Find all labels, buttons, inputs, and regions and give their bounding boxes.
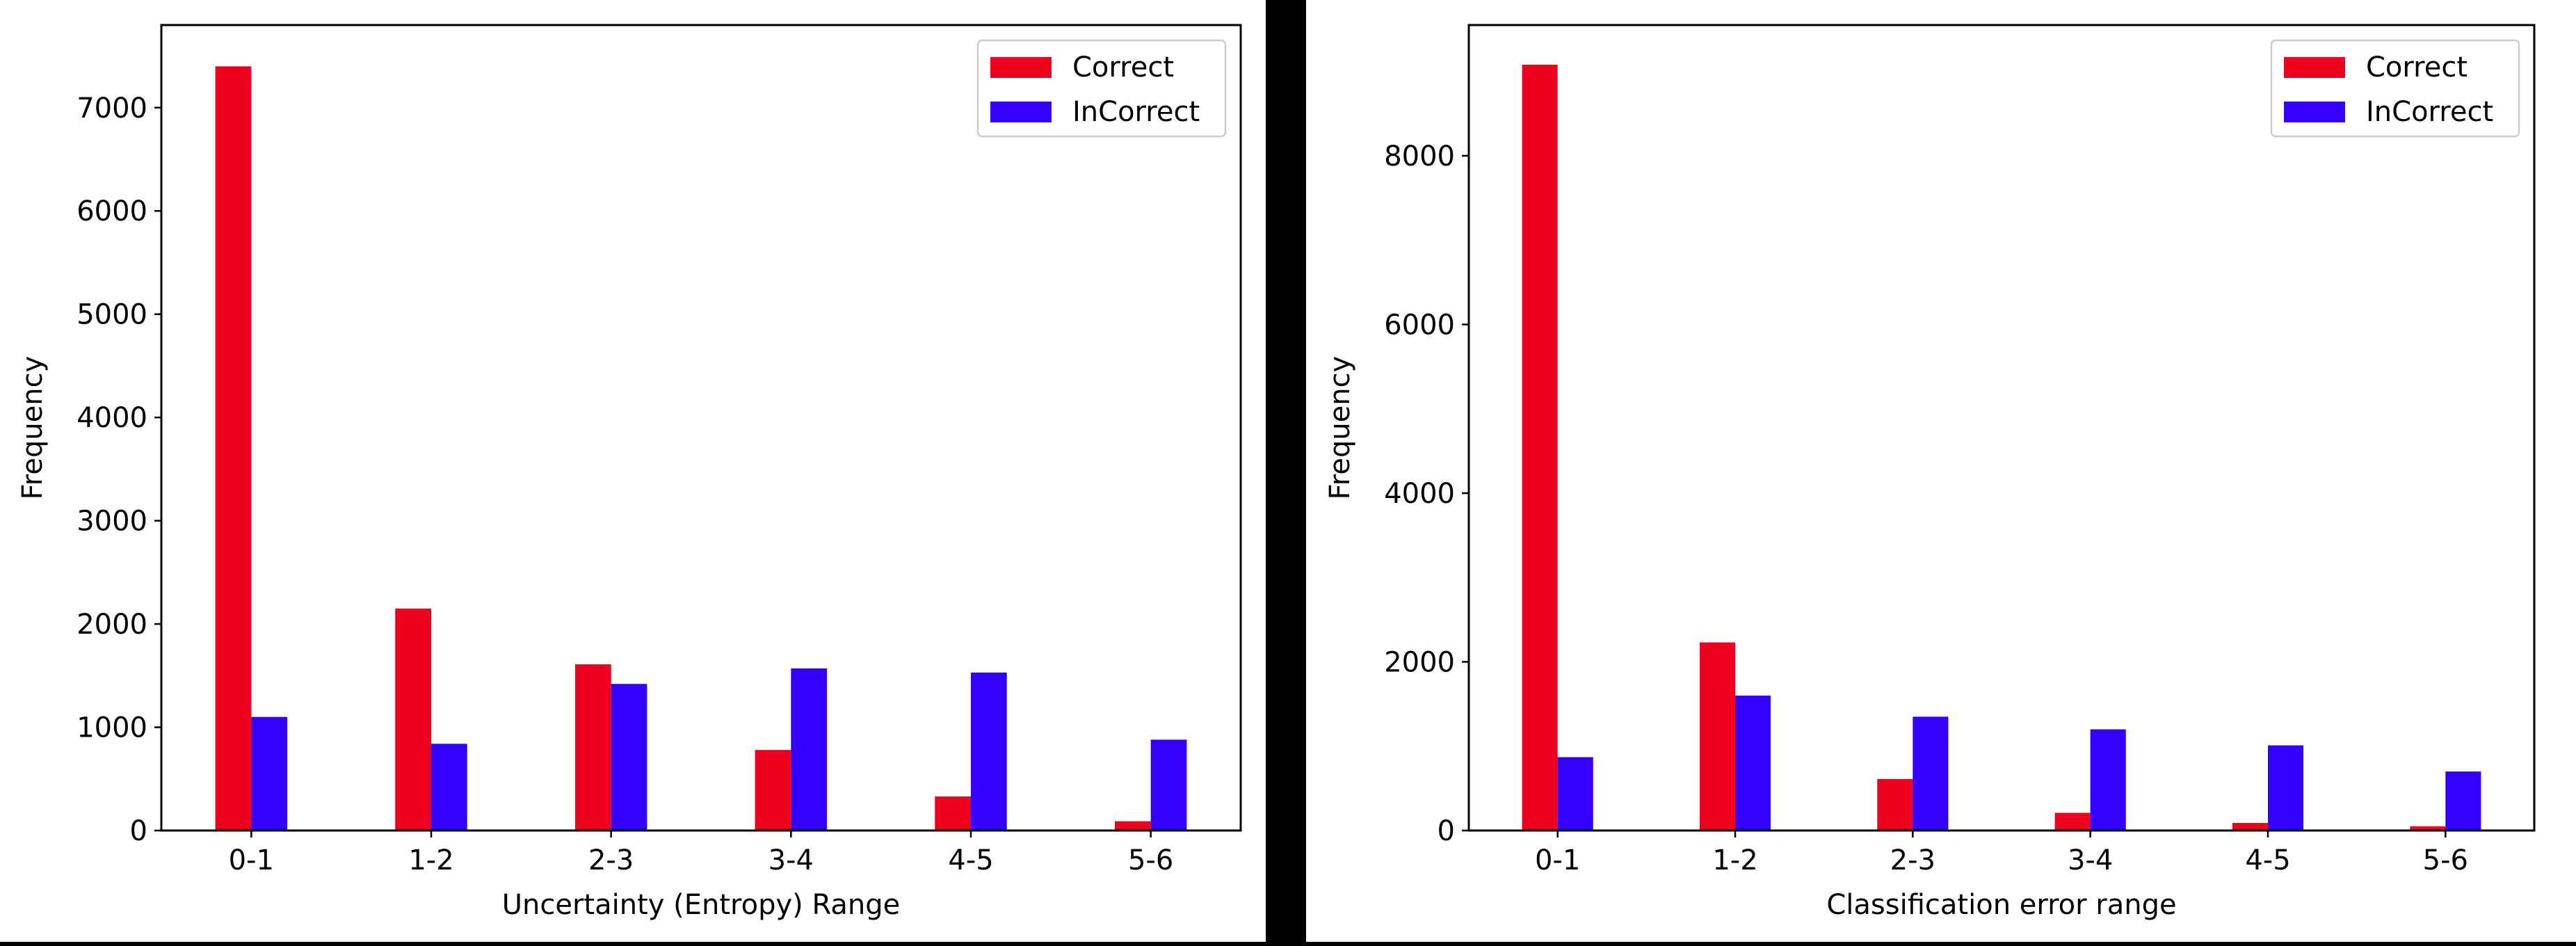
- legend: Correct InCorrect: [976, 39, 1227, 138]
- x-tick-label-2-3: 2-3: [588, 844, 634, 876]
- x-tick-label-3-4: 3-4: [2068, 844, 2113, 876]
- y-tick-label-0: 0: [130, 815, 147, 847]
- bar-correct-2-3: [1877, 779, 1913, 831]
- bar-incorrect-2-3: [1913, 716, 1949, 831]
- bar-incorrect-0-1: [1557, 757, 1593, 831]
- bar-correct-1-2: [395, 608, 431, 831]
- bar-correct-4-5: [935, 796, 971, 831]
- y-tick-label-2000: 2000: [77, 609, 147, 641]
- plot-frame: [1467, 24, 2536, 832]
- bar-correct-3-4: [755, 750, 791, 831]
- bar-correct-0-1: [215, 66, 252, 831]
- bar-incorrect-4-5: [971, 672, 1007, 831]
- legend-swatch-incorrect: [990, 102, 1052, 122]
- bar-correct-5-6: [2410, 826, 2446, 831]
- y-tick-label-0: 0: [1438, 815, 1455, 847]
- y-tick-label-6000: 6000: [1384, 309, 1455, 341]
- plot-frame: [160, 24, 1242, 832]
- x-axis-label: Classification error range: [1826, 889, 2176, 921]
- x-tick-label-3-4: 3-4: [768, 844, 814, 876]
- bar-incorrect-0-1: [251, 716, 288, 831]
- y-axis-label: Frequency: [1324, 356, 1356, 500]
- y-tick-label-3000: 3000: [77, 506, 147, 538]
- bar-incorrect-5-6: [1150, 739, 1187, 831]
- bar-incorrect-4-5: [2268, 745, 2304, 831]
- x-tick-label-1-2: 1-2: [408, 844, 453, 876]
- x-tick-label-5-6: 5-6: [1128, 844, 1173, 876]
- bar-incorrect-5-6: [2445, 771, 2481, 831]
- x-tick-label-0-1: 0-1: [1535, 844, 1580, 876]
- y-tick-label-1000: 1000: [77, 712, 147, 744]
- bar-incorrect-1-2: [431, 744, 467, 831]
- y-axis-label: Frequency: [17, 356, 49, 500]
- legend-label-incorrect: InCorrect: [2366, 96, 2493, 128]
- bar-correct-3-4: [2054, 812, 2091, 831]
- legend-label-correct: Correct: [2366, 51, 2468, 83]
- bar-incorrect-1-2: [1735, 695, 1771, 831]
- bar-correct-0-1: [1522, 64, 1558, 831]
- y-tick-label-6000: 6000: [77, 195, 147, 227]
- bar-correct-5-6: [1114, 821, 1151, 831]
- bar-incorrect-3-4: [2090, 729, 2126, 831]
- bar-correct-4-5: [2232, 823, 2268, 831]
- chart-classification-error-range: 0-1 1-2 2-3 3-4 4-5 5-6 0 2000 4000 6000 8000 Class…: [1324, 24, 2536, 921]
- x-tick-label-4-5: 4-5: [2245, 844, 2290, 876]
- left-panel-bottom-border: [0, 942, 1266, 946]
- bar-incorrect-2-3: [611, 684, 647, 831]
- x-tick-label-4-5: 4-5: [948, 844, 993, 876]
- legend-label-incorrect: InCorrect: [1072, 96, 1200, 128]
- y-tick-label-4000: 4000: [77, 402, 147, 434]
- chart-uncertainty-range: 0-1 1-2 2-3 3-4 4-5 5-6 0 1000 2000 3000 4000 5000 6…: [17, 24, 1242, 921]
- legend-label-correct: Correct: [1072, 51, 1174, 83]
- legend-swatch-correct: [990, 57, 1052, 78]
- x-tick-label-0-1: 0-1: [229, 844, 274, 876]
- y-tick-label-8000: 8000: [1384, 141, 1455, 173]
- x-tick-label-5-6: 5-6: [2423, 844, 2468, 876]
- legend: Correct InCorrect: [2270, 39, 2520, 138]
- x-tick-label-2-3: 2-3: [1890, 844, 1935, 876]
- bar-incorrect-3-4: [791, 668, 828, 831]
- right-panel-bottom-border: [1306, 942, 2576, 946]
- y-tick-label-7000: 7000: [77, 93, 147, 125]
- panel-divider: [1266, 0, 1306, 946]
- x-tick-label-1-2: 1-2: [1712, 844, 1757, 876]
- legend-swatch-incorrect: [2284, 102, 2345, 122]
- x-axis-label: Uncertainty (Entropy) Range: [502, 889, 901, 921]
- legend-swatch-correct: [2284, 57, 2345, 78]
- y-tick-label-5000: 5000: [77, 299, 147, 331]
- bar-correct-1-2: [1699, 642, 1735, 831]
- y-tick-label-4000: 4000: [1384, 478, 1455, 510]
- bar-correct-2-3: [574, 664, 611, 831]
- y-tick-label-2000: 2000: [1384, 646, 1455, 678]
